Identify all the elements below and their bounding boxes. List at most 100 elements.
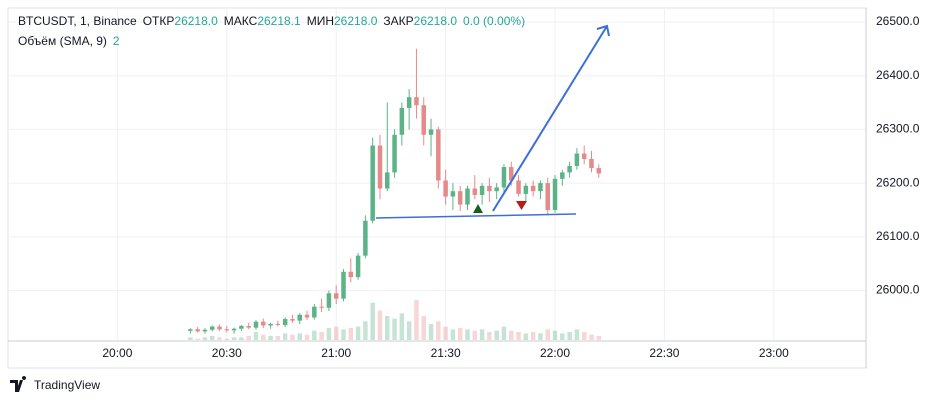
candle-body xyxy=(574,153,580,166)
candle-body xyxy=(545,183,550,210)
volume-bar xyxy=(523,333,529,340)
candle-body xyxy=(465,188,470,205)
candle-body xyxy=(202,329,208,332)
volume-bar xyxy=(363,321,368,340)
volume-bar xyxy=(341,329,346,340)
volume-bar xyxy=(414,300,419,340)
volume-bar xyxy=(399,313,405,340)
volume-bar xyxy=(596,336,602,340)
y-tick-label: 26000.0 xyxy=(876,283,920,297)
y-tick-label: 26100.0 xyxy=(876,229,920,243)
candle-body xyxy=(355,255,361,278)
volume-bar xyxy=(545,329,550,340)
y-tick-label: 26300.0 xyxy=(876,122,920,136)
symbol: BTCUSDT, 1, Binance xyxy=(18,14,137,28)
legend-value: 26218.0 xyxy=(414,14,458,28)
volume-bar xyxy=(239,337,244,340)
volume-bar xyxy=(567,332,572,340)
candle-body xyxy=(399,107,405,135)
legend-label: ЗАКР xyxy=(383,14,413,28)
x-tick-label: 23:00 xyxy=(759,346,789,360)
candle-body xyxy=(479,185,485,195)
volume-bar xyxy=(574,329,580,340)
logo-icon xyxy=(10,376,27,392)
candle-body xyxy=(290,319,295,321)
change: 0.0 (0.00%) xyxy=(463,14,525,28)
volume-bar xyxy=(319,332,324,340)
volume-bar xyxy=(501,326,507,340)
candle-body xyxy=(326,293,332,308)
volume-bar xyxy=(538,333,543,340)
candle-body xyxy=(253,321,259,328)
volume-bar xyxy=(581,332,587,340)
volume-value: 2 xyxy=(113,34,120,48)
y-tick-label: 26400.0 xyxy=(876,68,920,82)
candle-body xyxy=(312,306,317,318)
candle-body xyxy=(421,105,426,135)
legend-value: 26218.0 xyxy=(334,14,378,28)
volume-bar xyxy=(217,337,222,340)
candle-body xyxy=(538,183,543,192)
legend-label: ОТКР xyxy=(143,14,175,28)
candle-body xyxy=(501,167,507,188)
drawings xyxy=(375,24,610,219)
volume-title: Объём (SMA, 9) xyxy=(18,34,107,48)
candle-body xyxy=(581,153,587,159)
candle-body xyxy=(589,158,594,169)
volume-bar xyxy=(509,330,514,340)
x-tick-label: 22:00 xyxy=(540,346,570,360)
logo: TradingView xyxy=(10,376,100,392)
volume-bar xyxy=(297,333,302,340)
candle-body xyxy=(231,328,237,331)
candle-body xyxy=(494,187,499,192)
volume-bar xyxy=(282,333,288,340)
candle-body xyxy=(217,326,222,330)
volume-bar xyxy=(195,338,200,340)
candle-body xyxy=(261,321,266,326)
candle-body xyxy=(224,329,230,331)
volume-bar xyxy=(421,316,426,340)
candle-body xyxy=(341,271,346,299)
legend-label: МИН xyxy=(307,14,334,28)
x-tick-label: 20:30 xyxy=(212,346,242,360)
trend-line xyxy=(375,213,577,219)
volume-bar xyxy=(516,332,521,340)
y-tick-label: 26500.0 xyxy=(876,14,920,28)
volume-bar xyxy=(436,321,441,340)
volume-bar xyxy=(457,328,463,340)
volume-bar xyxy=(552,330,558,340)
volume-bar xyxy=(290,334,295,340)
candle-body xyxy=(246,326,251,328)
sell-marker xyxy=(516,201,527,210)
volume-bar xyxy=(209,336,215,340)
volume-bar xyxy=(261,334,266,340)
volume-bar xyxy=(370,302,375,340)
volume-bar xyxy=(348,328,354,340)
candle-body xyxy=(370,145,375,221)
volume-bar xyxy=(494,330,499,340)
volume-bar xyxy=(275,336,281,340)
candle-body xyxy=(516,180,521,194)
candle-body xyxy=(385,172,390,189)
volume-bar xyxy=(428,324,434,340)
candle-body xyxy=(406,97,412,108)
candle-body xyxy=(509,167,514,181)
volume-layer xyxy=(188,300,602,340)
volume-bar xyxy=(268,336,273,340)
candle-body xyxy=(297,314,302,321)
volume-bar xyxy=(231,337,237,340)
candle-body xyxy=(567,165,572,173)
candle-body xyxy=(414,97,419,106)
volume-bar xyxy=(450,329,456,340)
candle-body xyxy=(530,185,536,192)
candle-body xyxy=(348,271,354,278)
candle-body xyxy=(333,293,339,299)
volume-bar xyxy=(479,329,485,340)
volume-bar xyxy=(312,330,317,340)
volume-bar xyxy=(560,333,565,340)
candle-body xyxy=(282,319,288,325)
candle-body xyxy=(443,180,448,197)
y-tick-label: 26200.0 xyxy=(876,175,920,189)
